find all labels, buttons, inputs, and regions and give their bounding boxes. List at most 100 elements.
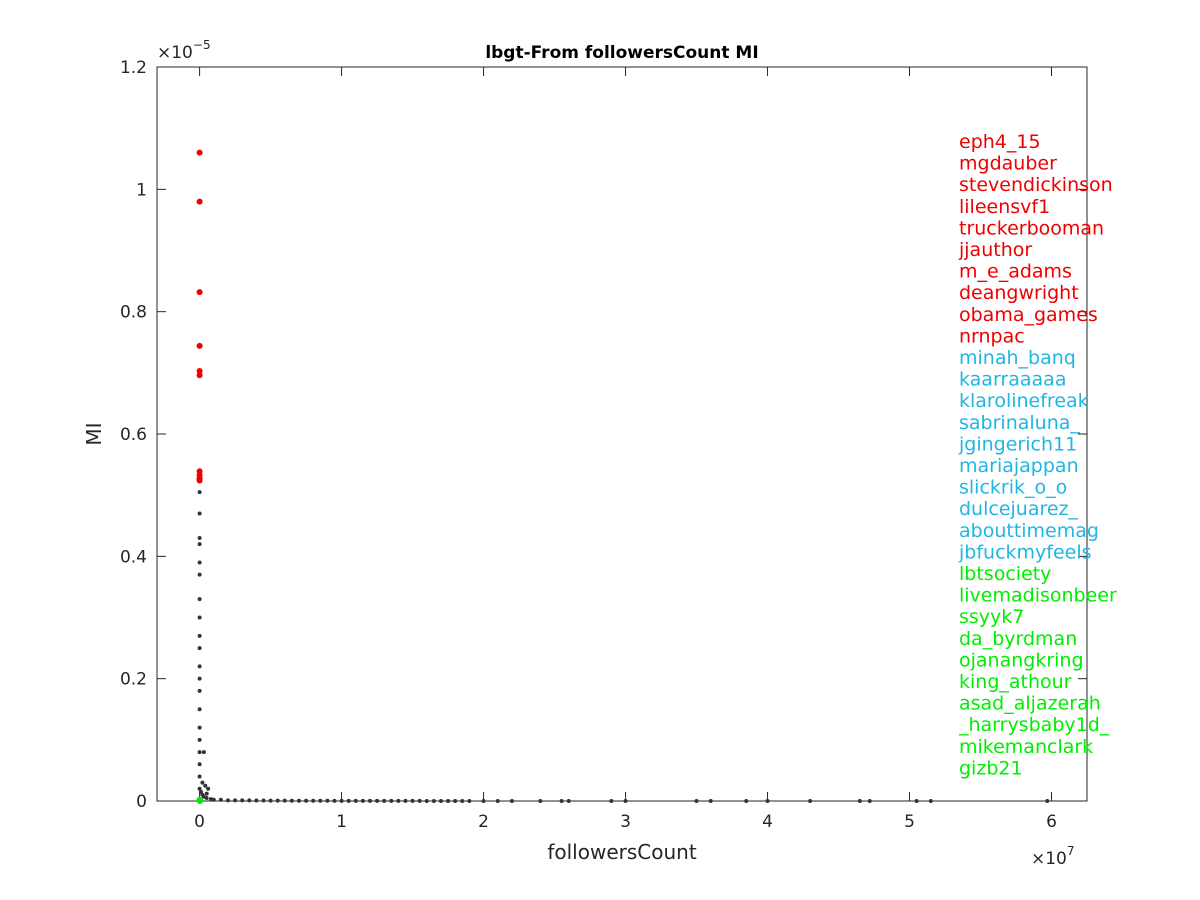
legend-entry: da_byrdman: [959, 628, 1077, 650]
legend-entry: ojanangkring: [959, 649, 1084, 671]
y-tick-label: 0.2: [120, 670, 147, 690]
data-point: [417, 798, 422, 803]
y-exponent-label: ×10−5: [157, 38, 211, 63]
data-point: [225, 798, 230, 803]
data-point: [360, 798, 365, 803]
data-point: [403, 798, 408, 803]
data-point: [197, 560, 202, 565]
x-tick-label: 3: [620, 812, 631, 832]
data-point: [196, 797, 203, 804]
data-point: [196, 372, 203, 379]
data-point: [410, 798, 415, 803]
x-exponent-power: 7: [1067, 844, 1075, 858]
data-point: [509, 798, 514, 803]
data-point: [325, 798, 330, 803]
data-point: [199, 789, 204, 794]
data-point: [481, 798, 486, 803]
legend-entry: mgdauber: [959, 153, 1057, 175]
legend-entry: asad_aljazerah: [959, 693, 1101, 715]
data-point: [201, 750, 206, 755]
data-point: [296, 798, 301, 803]
legend-entry: m_e_adams: [959, 261, 1072, 283]
data-point: [204, 791, 209, 796]
chart-title: lbgt-From followersCount MI: [485, 43, 758, 63]
data-point: [218, 797, 223, 802]
data-point: [928, 798, 933, 803]
data-point: [808, 798, 813, 803]
data-point: [389, 798, 394, 803]
legend-entry: king_athour: [959, 671, 1072, 693]
data-point: [233, 798, 238, 803]
data-point: [206, 786, 211, 791]
data-point: [857, 798, 862, 803]
legend-entry: eph4_15: [959, 131, 1041, 153]
x-tick-label: 6: [1046, 812, 1057, 832]
data-point: [346, 798, 351, 803]
y-tick-label: 0.8: [120, 303, 147, 323]
legend-entry: kaarraaaaa: [959, 369, 1066, 391]
data-point: [197, 572, 202, 577]
x-axis-label: followersCount: [547, 840, 696, 864]
y-exponent-power: −5: [193, 38, 211, 52]
y-tick-label: 0.4: [120, 547, 147, 567]
legend-entry: truckerbooman: [959, 217, 1104, 239]
data-point: [467, 798, 472, 803]
legend-entry: lileensvf1: [959, 196, 1050, 218]
legend-entry: mariajappan: [959, 455, 1079, 477]
data-point: [196, 367, 203, 374]
data-point: [367, 798, 372, 803]
legend-entry: ssyyk7: [959, 606, 1024, 628]
data-point: [196, 289, 203, 296]
data-point: [197, 750, 202, 755]
legend-entry: sabrinaluna_: [959, 412, 1080, 434]
legend-entry: lbtsociety: [959, 563, 1051, 585]
data-point: [282, 798, 287, 803]
y-axis-label: MI: [82, 422, 106, 445]
data-point: [375, 798, 380, 803]
legend-entry: dulcejuarez_: [959, 498, 1079, 520]
data-point: [566, 798, 571, 803]
data-point: [332, 798, 337, 803]
x-tick-label: 1: [336, 812, 347, 832]
legend-entry: jgingerich11: [958, 433, 1077, 455]
data-point: [304, 798, 309, 803]
data-point: [559, 798, 564, 803]
data-point: [196, 342, 203, 349]
y-axis: 0 0.2 0.4 0.6 0.8 1 1.2: [120, 58, 1087, 812]
data-point: [197, 542, 202, 547]
data-point: [211, 797, 216, 802]
legend-entry: obama_games: [959, 304, 1098, 326]
legend-entry: jbfuckmyfeels: [958, 541, 1092, 563]
data-point: [196, 149, 203, 156]
data-point: [197, 707, 202, 712]
data-point: [197, 664, 202, 669]
data-point: [197, 725, 202, 730]
x-tick-label: 2: [478, 812, 489, 832]
data-point: [247, 798, 252, 803]
data-point: [196, 477, 203, 484]
y-tick-label: 0: [136, 792, 147, 812]
data-point: [765, 798, 770, 803]
data-point: [431, 798, 436, 803]
legend-entry: livemadisonbeer: [959, 585, 1117, 607]
data-point: [197, 774, 202, 779]
data-point: [708, 798, 713, 803]
data-point: [240, 798, 245, 803]
data-point: [694, 798, 699, 803]
legend-entry: stevendickinson: [959, 174, 1113, 196]
legend-entry: nrnpac: [959, 325, 1025, 347]
data-point: [446, 798, 451, 803]
data-point: [197, 737, 202, 742]
legend: eph4_15mgdauberstevendickinsonlileensvf1…: [958, 131, 1117, 779]
data-point: [203, 783, 208, 788]
legend-entry: _harrysbaby1d_: [958, 714, 1110, 736]
data-point: [197, 676, 202, 681]
y-tick-label: 1: [136, 180, 147, 200]
legend-entry: slickrik_o_o: [959, 477, 1067, 499]
data-point: [623, 798, 628, 803]
data-point: [396, 798, 401, 803]
y-tick-label: 1.2: [120, 58, 147, 78]
x-exponent-base: ×10: [1031, 849, 1067, 869]
legend-entry: abouttimemag: [959, 520, 1099, 542]
